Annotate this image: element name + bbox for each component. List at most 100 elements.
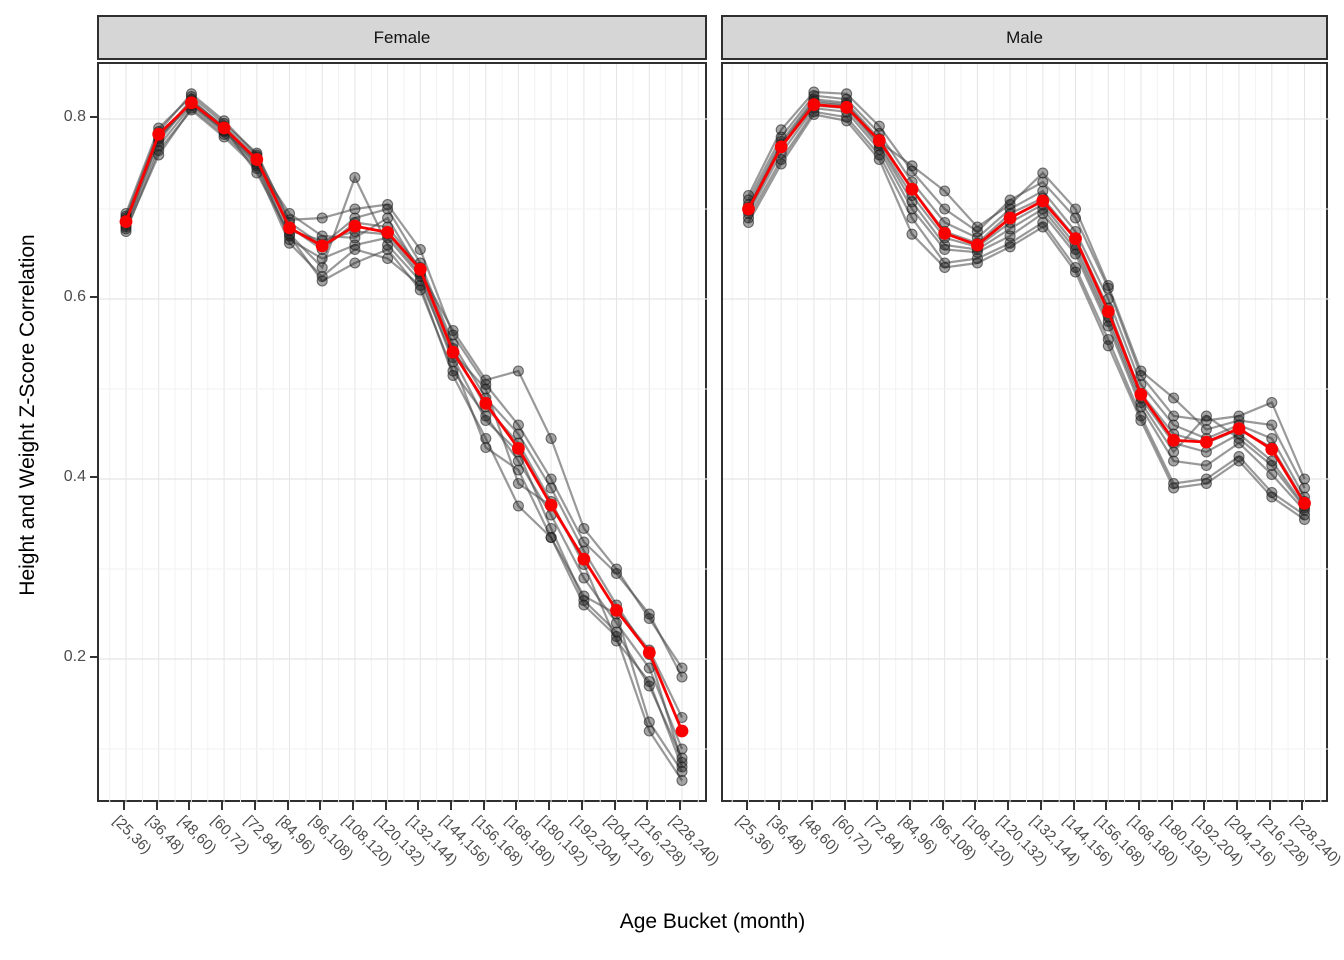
individual-series-point (808, 86, 820, 98)
mean-series-point (512, 442, 525, 455)
facet-strip-female-label: Female (373, 27, 431, 47)
individual-series-point (1069, 212, 1082, 224)
individual-series-point (1069, 203, 1082, 215)
mean-series-point (348, 219, 362, 233)
y-axis-tick (90, 116, 97, 118)
individual-series-point (1102, 282, 1114, 294)
mean-series-point (807, 98, 821, 111)
individual-series-point (1102, 279, 1114, 292)
x-axis-tick (417, 802, 419, 810)
individual-series-point (545, 522, 557, 535)
x-axis-tick (679, 802, 681, 810)
mean-series-point (217, 121, 231, 135)
individual-series-point (643, 725, 655, 737)
individual-series-point (1004, 198, 1016, 211)
y-tick-label: 0.4 (63, 468, 86, 485)
mean-series-point (413, 262, 427, 276)
individual-series-point (971, 221, 983, 233)
mean-series-point (250, 153, 264, 166)
individual-series-point (480, 414, 492, 427)
individual-series-point (939, 261, 951, 274)
individual-series-point (1037, 221, 1049, 233)
mean-series-point (642, 646, 656, 660)
individual-series-point (512, 428, 524, 440)
x-axis-tick (450, 802, 452, 810)
mean-series-point (1167, 433, 1180, 447)
male-plot-area (723, 64, 1330, 804)
individual-series-point (1168, 446, 1180, 458)
y-axis-tick (90, 476, 97, 478)
individual-series-point (610, 630, 623, 643)
individual-series-point (1200, 459, 1212, 472)
x-axis-tick (221, 802, 223, 810)
x-axis-tick (844, 802, 846, 810)
individual-series-point (1168, 455, 1180, 467)
mean-series-point (1069, 232, 1082, 246)
mean-series-point (1265, 442, 1279, 456)
y-tick-label: 0.2 (63, 648, 86, 665)
mean-series-point (315, 239, 329, 253)
individual-series-point (939, 203, 951, 215)
x-axis-tick (515, 802, 517, 810)
facet-strip-female: Female (97, 15, 707, 60)
individual-series-point (349, 232, 361, 244)
facet-panel-female (97, 62, 709, 804)
individual-series-point (1298, 513, 1311, 526)
individual-series-point (906, 196, 918, 208)
individual-series-point (841, 88, 853, 100)
mean-series-point (577, 552, 591, 566)
x-axis-tick (1301, 802, 1303, 810)
individual-series-point (676, 774, 688, 787)
mean-series-point (1200, 435, 1213, 449)
individual-series-point (906, 228, 918, 240)
individual-series-point (382, 239, 394, 251)
individual-series-point (382, 212, 394, 224)
female-plot-area (99, 64, 709, 804)
individual-series-point (1233, 455, 1245, 467)
mean-series-point (905, 182, 919, 196)
individual-series-point (873, 120, 885, 132)
mean-series-line (124, 100, 684, 732)
mean-series-point (971, 238, 984, 252)
y-axis-tick (90, 656, 97, 658)
individual-series-point (1200, 410, 1212, 422)
individual-series-point (578, 536, 590, 548)
individual-series-point (283, 237, 296, 249)
individual-series-point (578, 572, 590, 584)
x-axis-tick (746, 802, 748, 810)
individual-series-point (1037, 176, 1049, 188)
facet-strip-male-label: Male (1006, 27, 1043, 47)
individual-series-point (906, 212, 918, 224)
individual-series-point (545, 531, 557, 544)
individual-series-point (1266, 432, 1278, 445)
individual-series-point (512, 455, 524, 467)
individual-series-point (349, 257, 361, 269)
individual-series-point (316, 261, 328, 274)
x-axis-tick (1040, 802, 1042, 810)
individual-series-point (643, 716, 655, 728)
individual-series-point (447, 324, 459, 337)
facet-strip-male: Male (721, 15, 1328, 60)
individual-series-point (1168, 482, 1180, 494)
individual-series-point (775, 158, 787, 170)
mean-series-point (1003, 211, 1017, 225)
individual-series-point (447, 369, 459, 382)
individual-series-point (316, 252, 328, 265)
individual-series-point (512, 365, 524, 377)
mean-series-point (381, 226, 394, 239)
facet-panel-male (721, 62, 1330, 804)
individual-series-point (906, 160, 918, 172)
mean-series-point (938, 226, 952, 240)
x-axis-tick (156, 802, 158, 810)
individual-series-point (1200, 423, 1212, 436)
x-axis-tick (1203, 802, 1205, 810)
x-axis-tick (287, 802, 289, 810)
individual-series-point (971, 257, 983, 269)
x-axis-tick (123, 802, 125, 810)
individual-series-point (382, 198, 394, 211)
individual-series-point (545, 482, 557, 494)
x-axis-tick (581, 802, 583, 810)
x-axis-tick (942, 802, 944, 810)
mean-series-point (872, 134, 886, 147)
individual-series-point (1266, 468, 1278, 481)
